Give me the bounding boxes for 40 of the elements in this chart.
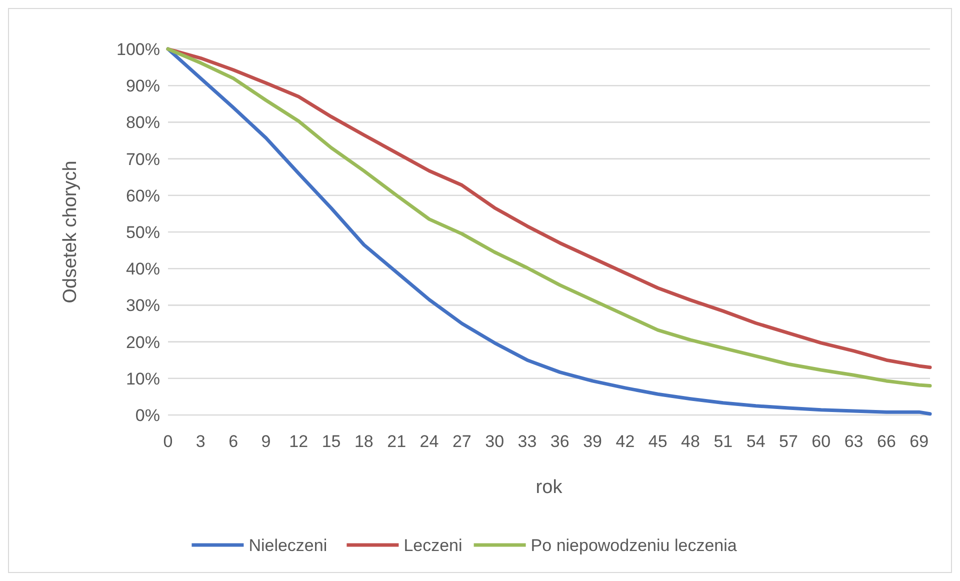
y-tick-label: 0% bbox=[135, 406, 160, 425]
x-tick-label: 0 bbox=[163, 432, 173, 451]
legend-label: Nieleczeni bbox=[248, 536, 328, 555]
x-tick-label: 54 bbox=[746, 432, 766, 451]
x-tick-label: 48 bbox=[681, 432, 700, 451]
x-tick-label: 42 bbox=[616, 432, 635, 451]
x-tick-label: 30 bbox=[485, 432, 504, 451]
y-tick-label: 100% bbox=[116, 40, 160, 59]
y-tick-label: 70% bbox=[126, 150, 160, 169]
x-tick-label: 3 bbox=[196, 432, 206, 451]
x-tick-label: 21 bbox=[387, 432, 406, 451]
y-tick-label: 60% bbox=[126, 186, 160, 206]
x-tick-label: 69 bbox=[910, 432, 929, 451]
y-tick-label: 80% bbox=[126, 113, 160, 132]
x-tick-label: 39 bbox=[583, 432, 602, 451]
x-tick-label: 33 bbox=[518, 432, 537, 451]
x-tick-label: 27 bbox=[452, 432, 472, 451]
legend-label: Po niepowodzeniu leczenia bbox=[530, 536, 738, 555]
y-axis-title: Odsetek chorych bbox=[60, 160, 81, 304]
x-tick-label: 60 bbox=[812, 432, 831, 451]
x-tick-label: 57 bbox=[779, 432, 798, 451]
x-tick-label: 63 bbox=[844, 432, 864, 451]
x-tick-label: 24 bbox=[420, 432, 439, 451]
y-tick-label: 20% bbox=[126, 332, 160, 352]
x-tick-label: 18 bbox=[354, 432, 374, 451]
x-tick-label: 36 bbox=[550, 432, 570, 451]
y-tick-label: 10% bbox=[126, 369, 160, 388]
legend-label: Leczeni bbox=[404, 536, 462, 555]
y-tick-label: 40% bbox=[126, 260, 160, 279]
x-tick-label: 15 bbox=[322, 432, 341, 451]
x-axis-title: rok bbox=[536, 477, 563, 498]
y-tick-label: 90% bbox=[126, 76, 160, 96]
x-tick-label: 45 bbox=[648, 432, 668, 451]
x-tick-label: 9 bbox=[261, 432, 271, 451]
y-tick-label: 50% bbox=[126, 222, 160, 242]
x-tick-label: 6 bbox=[228, 432, 238, 451]
x-tick-label: 66 bbox=[876, 432, 896, 451]
x-tick-label: 12 bbox=[289, 432, 308, 451]
x-tick-label: 51 bbox=[714, 432, 733, 451]
y-tick-label: 30% bbox=[126, 296, 160, 316]
